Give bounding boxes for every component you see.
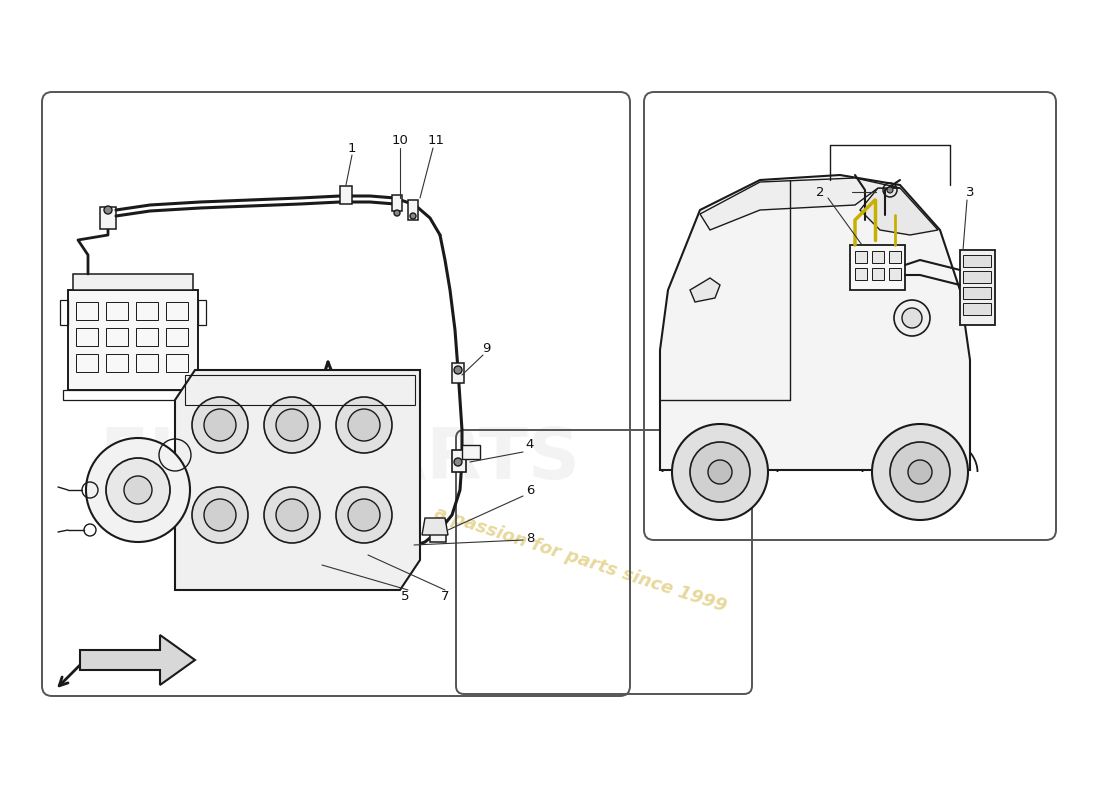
Circle shape	[890, 442, 950, 502]
Bar	[106, 328, 128, 346]
Polygon shape	[700, 178, 900, 230]
Circle shape	[894, 300, 930, 336]
Bar	[106, 354, 128, 372]
Bar	[198, 300, 206, 325]
Polygon shape	[422, 518, 448, 535]
Circle shape	[204, 499, 236, 531]
Circle shape	[276, 409, 308, 441]
Circle shape	[872, 424, 968, 520]
Bar	[855, 268, 867, 280]
Bar	[962, 303, 991, 315]
Bar	[430, 520, 446, 542]
Bar	[136, 328, 158, 346]
Bar	[962, 287, 991, 299]
Bar	[850, 245, 905, 290]
Text: 2: 2	[816, 186, 824, 198]
Bar	[185, 375, 415, 405]
Bar	[452, 363, 464, 383]
Circle shape	[204, 409, 236, 441]
Bar	[408, 200, 418, 220]
Text: 1: 1	[348, 142, 356, 154]
Bar	[60, 300, 68, 325]
Bar	[76, 354, 98, 372]
Text: 5: 5	[400, 590, 409, 602]
Bar	[166, 354, 188, 372]
Text: 8: 8	[526, 531, 535, 545]
Circle shape	[454, 458, 462, 466]
Bar	[452, 450, 466, 472]
Circle shape	[86, 438, 190, 542]
Polygon shape	[306, 558, 330, 572]
Circle shape	[348, 499, 380, 531]
Circle shape	[192, 397, 248, 453]
Text: EUROPARTS: EUROPARTS	[99, 426, 581, 494]
Circle shape	[690, 442, 750, 502]
Circle shape	[902, 308, 922, 328]
Bar	[462, 445, 480, 459]
Bar	[136, 302, 158, 320]
Circle shape	[264, 397, 320, 453]
Bar	[872, 251, 884, 263]
Text: 11: 11	[428, 134, 444, 146]
Polygon shape	[80, 635, 195, 685]
Text: a passion for parts since 1999: a passion for parts since 1999	[431, 504, 728, 616]
Bar	[106, 302, 128, 320]
Bar	[166, 302, 188, 320]
Polygon shape	[860, 188, 938, 235]
Circle shape	[394, 210, 400, 216]
Circle shape	[708, 460, 732, 484]
Polygon shape	[175, 370, 420, 590]
Circle shape	[887, 187, 893, 193]
Circle shape	[336, 397, 392, 453]
Circle shape	[410, 213, 416, 219]
Bar	[136, 354, 158, 372]
Circle shape	[192, 487, 248, 543]
Circle shape	[264, 487, 320, 543]
Bar	[76, 328, 98, 346]
Text: 6: 6	[526, 483, 535, 497]
Bar	[962, 271, 991, 283]
Text: 7: 7	[441, 590, 449, 602]
Bar	[340, 186, 352, 204]
Bar	[63, 390, 204, 400]
Circle shape	[276, 499, 308, 531]
Bar	[960, 250, 996, 325]
Text: 9: 9	[482, 342, 491, 354]
Bar	[100, 207, 116, 229]
Bar	[316, 545, 330, 567]
Bar	[962, 255, 991, 267]
Circle shape	[908, 460, 932, 484]
Circle shape	[124, 476, 152, 504]
Text: 3: 3	[966, 186, 975, 198]
Circle shape	[405, 542, 409, 547]
Text: 10: 10	[392, 134, 408, 146]
Bar	[889, 251, 901, 263]
Circle shape	[106, 458, 170, 522]
Bar	[362, 535, 376, 555]
Bar	[68, 290, 198, 390]
Bar	[392, 195, 402, 211]
Circle shape	[336, 487, 392, 543]
Circle shape	[348, 409, 380, 441]
Circle shape	[104, 206, 112, 214]
Bar	[872, 268, 884, 280]
Circle shape	[672, 424, 768, 520]
Text: 4: 4	[526, 438, 535, 451]
Bar	[889, 268, 901, 280]
Polygon shape	[690, 278, 721, 302]
Bar	[855, 251, 867, 263]
Bar	[73, 274, 192, 290]
Circle shape	[454, 366, 462, 374]
Bar	[76, 302, 98, 320]
Polygon shape	[660, 175, 970, 470]
Bar	[166, 328, 188, 346]
